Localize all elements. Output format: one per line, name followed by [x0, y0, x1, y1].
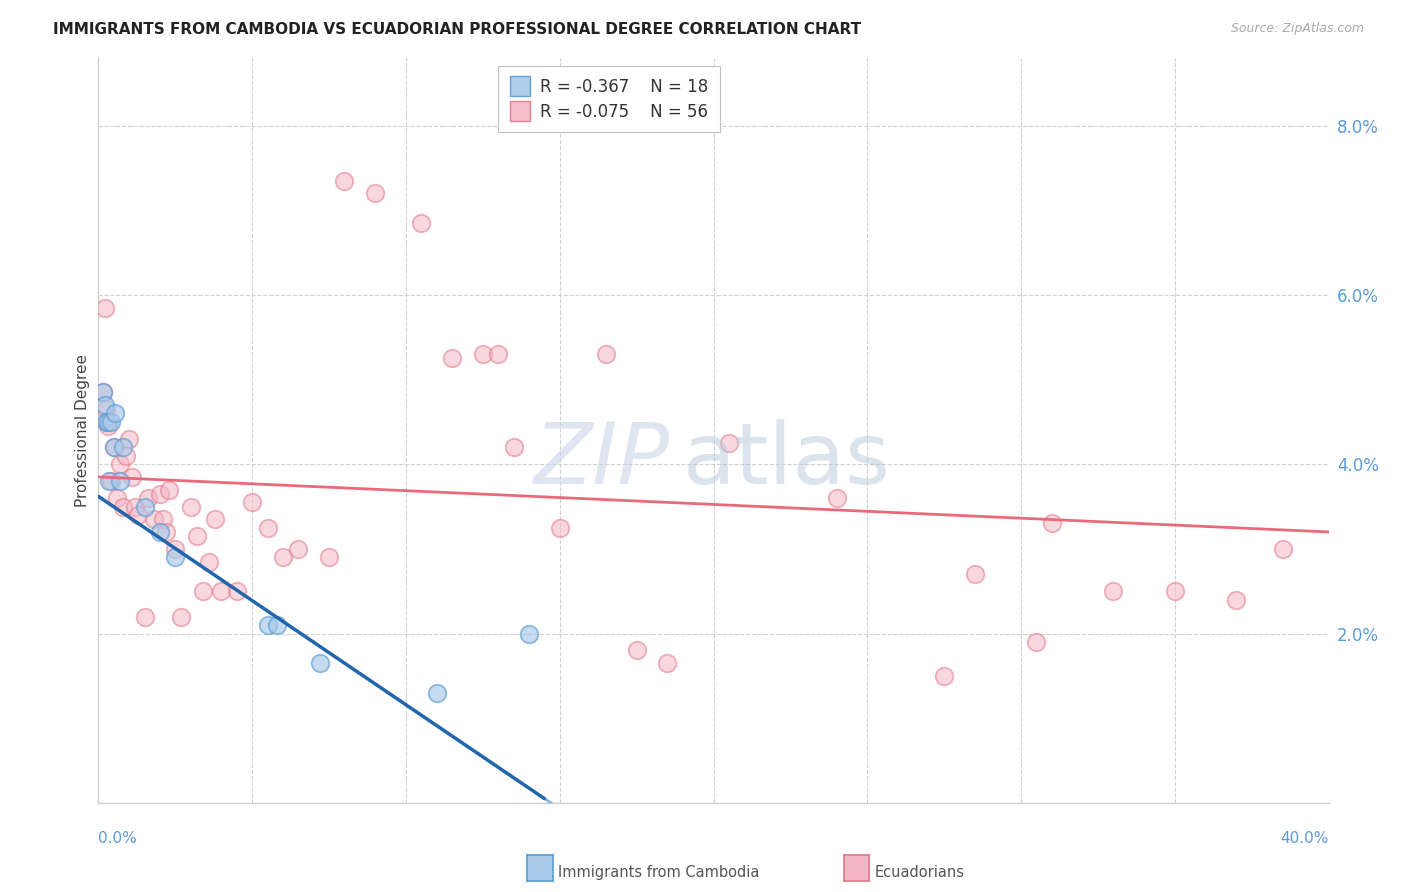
Point [170, 609, 193, 624]
Point [211, 584, 233, 599]
Point [124, 500, 146, 514]
Point [256, 618, 278, 632]
Point [825, 491, 848, 505]
Point [191, 584, 214, 599]
Point [411, 216, 433, 230]
Point [93, 301, 115, 315]
Point [149, 524, 172, 539]
Point [165, 541, 187, 556]
Point [934, 669, 956, 683]
Legend: R = -0.367    N = 18, R = -0.075    N = 56: R = -0.367 N = 18, R = -0.075 N = 56 [498, 66, 720, 132]
Point [441, 351, 464, 366]
Point [225, 584, 247, 599]
Point [502, 440, 524, 454]
Point [256, 521, 278, 535]
Point [105, 491, 128, 505]
Point [115, 449, 138, 463]
Point [93, 398, 115, 412]
Point [517, 626, 540, 640]
Point [136, 491, 159, 505]
Point [318, 550, 340, 565]
Text: Source: ZipAtlas.com: Source: ZipAtlas.com [1230, 22, 1364, 36]
Point [717, 436, 740, 450]
Point [94, 402, 117, 417]
Point [1025, 635, 1047, 649]
Point [94, 415, 117, 429]
Text: Ecuadorians: Ecuadorians [875, 865, 965, 880]
Point [1040, 516, 1063, 531]
Point [127, 508, 149, 522]
Point [657, 656, 679, 670]
Point [1164, 584, 1187, 599]
Point [548, 521, 571, 535]
Point [626, 643, 648, 657]
Point [112, 440, 135, 454]
Point [149, 487, 172, 501]
Text: ZIP: ZIP [534, 418, 671, 501]
Point [266, 618, 288, 632]
Point [963, 567, 986, 582]
Point [108, 457, 131, 471]
Point [134, 500, 156, 514]
Point [1225, 592, 1247, 607]
Point [271, 550, 294, 565]
Point [103, 440, 125, 454]
Point [309, 656, 332, 670]
Point [333, 174, 356, 188]
Text: atlas: atlas [683, 418, 891, 501]
Point [1271, 541, 1294, 556]
Point [98, 474, 121, 488]
Text: 0.0%: 0.0% [98, 831, 138, 846]
Point [155, 524, 177, 539]
Point [118, 432, 141, 446]
Point [198, 555, 221, 569]
Text: IMMIGRANTS FROM CAMBODIA VS ECUADORIAN PROFESSIONAL DEGREE CORRELATION CHART: IMMIGRANTS FROM CAMBODIA VS ECUADORIAN P… [53, 22, 862, 37]
Point [112, 500, 135, 514]
Point [100, 474, 122, 488]
Y-axis label: Professional Degree: Professional Degree [75, 354, 90, 507]
Point [1102, 584, 1125, 599]
Point [204, 512, 226, 526]
Point [121, 470, 143, 484]
Point [595, 347, 617, 361]
Text: Immigrants from Cambodia: Immigrants from Cambodia [558, 865, 759, 880]
Point [97, 419, 120, 434]
Point [142, 512, 165, 526]
Point [186, 529, 208, 543]
Point [364, 186, 387, 201]
Text: 40.0%: 40.0% [1281, 831, 1329, 846]
Point [180, 500, 202, 514]
Point [103, 440, 125, 454]
Point [91, 385, 114, 400]
Point [108, 474, 131, 488]
Point [91, 385, 114, 400]
Point [157, 483, 180, 497]
Point [165, 550, 187, 565]
Point [486, 347, 509, 361]
Point [287, 541, 309, 556]
Point [471, 347, 494, 361]
Point [134, 609, 156, 624]
Point [97, 415, 120, 429]
Point [104, 407, 127, 421]
Point [152, 512, 174, 526]
Point [240, 495, 263, 509]
Point [426, 686, 449, 700]
Point [100, 415, 122, 429]
